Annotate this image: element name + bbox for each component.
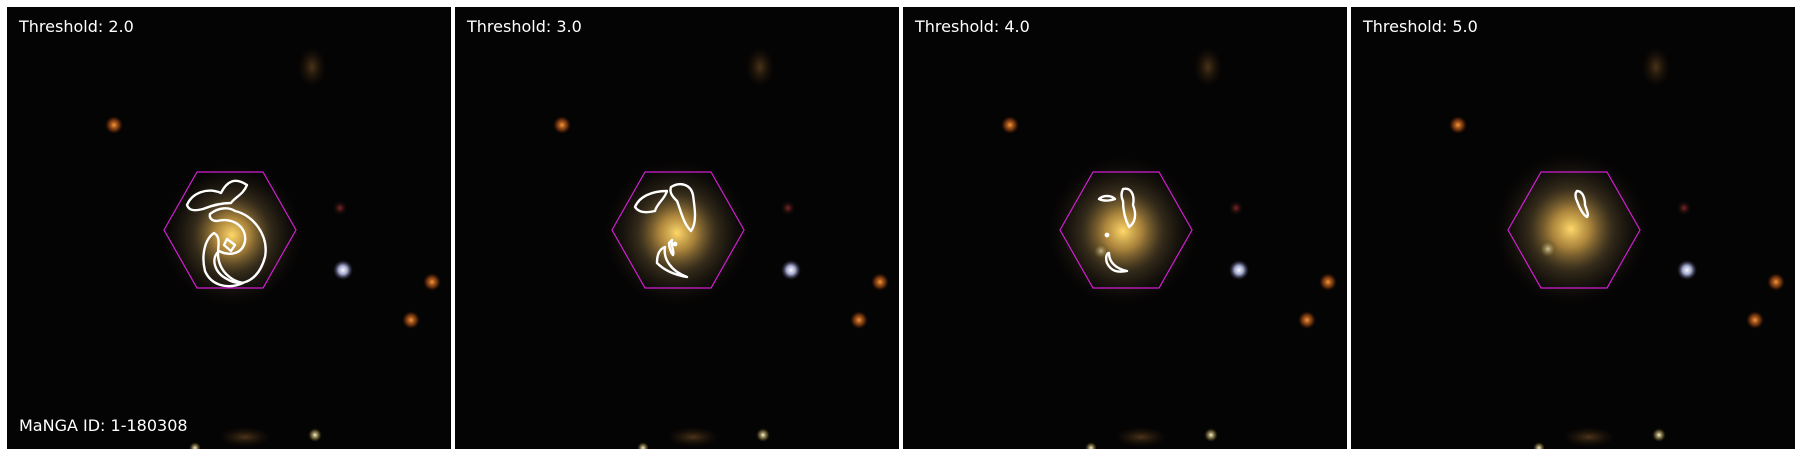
galaxy-image — [553, 47, 889, 449]
threshold-label: Threshold: 2.0 — [19, 17, 134, 36]
threshold-contour — [1097, 187, 1137, 273]
manga-id-label: MaNGA ID: 1-180308 — [19, 416, 188, 435]
threshold-contour — [633, 183, 697, 279]
image-panel-threshold-4: Threshold: 4.0 — [903, 7, 1347, 449]
threshold-contour — [1574, 189, 1590, 219]
image-panel-threshold-5: Threshold: 5.0 — [1351, 7, 1795, 449]
manga-ifu-hexagon — [611, 171, 745, 289]
galaxy-image — [105, 47, 441, 449]
manga-ifu-hexagon — [1507, 171, 1641, 289]
manga-ifu-hexagon — [1059, 171, 1193, 289]
image-panel-threshold-3: Threshold: 3.0 — [455, 7, 899, 449]
image-panel-threshold-2: Threshold: 2.0 MaNGA ID: 1-180308 — [7, 7, 451, 449]
galaxy-image — [1001, 47, 1337, 449]
threshold-label: Threshold: 5.0 — [1363, 17, 1478, 36]
threshold-label: Threshold: 4.0 — [915, 17, 1030, 36]
threshold-contour — [185, 179, 267, 288]
manga-ifu-hexagon — [163, 171, 297, 289]
galaxy-image — [1449, 47, 1785, 449]
threshold-label: Threshold: 3.0 — [467, 17, 582, 36]
